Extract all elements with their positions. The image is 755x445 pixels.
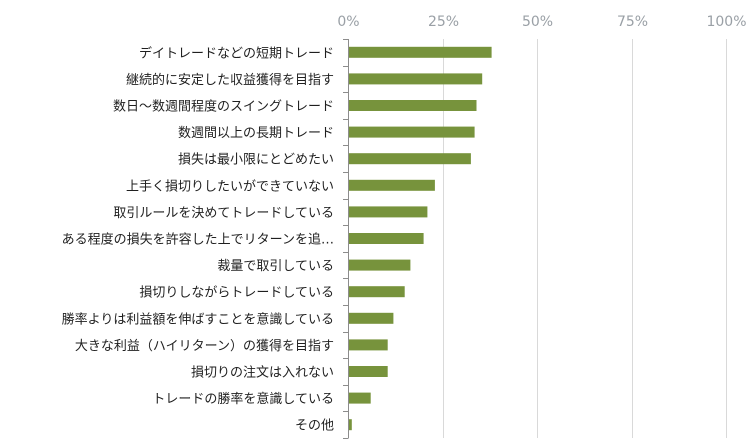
bar [349, 233, 424, 244]
bar [349, 126, 475, 138]
y-axis [343, 39, 349, 439]
gridlines [443, 39, 727, 438]
bar [349, 339, 388, 351]
bar [349, 73, 483, 85]
x-tick-label: 100% [706, 14, 746, 30]
category-label: 損切りの注文は入れない [191, 366, 334, 381]
bar [349, 46, 492, 58]
bars [349, 46, 492, 431]
x-tick-label: 0% [337, 14, 359, 30]
category-label: トレードの勝率を意識している [152, 391, 334, 407]
category-label: 数日～数週間程度のスイングトレード [113, 99, 334, 115]
category-label: 取引ルールを決めてトレードしている [113, 206, 334, 221]
bar [349, 312, 394, 324]
x-tick-label: 50% [522, 14, 553, 30]
bar [349, 286, 405, 298]
category-label: ある程度の損失を許容した上でリターンを追… [62, 232, 334, 248]
x-tick-labels: 0% 25% 50% 75% 100% [337, 14, 746, 30]
bar [349, 153, 471, 165]
category-label: 数週間以上の長期トレード [178, 126, 334, 141]
category-label: その他 [295, 419, 334, 434]
category-label: 勝率よりは利益額を伸ばすことを意識している [62, 311, 334, 327]
bar [349, 179, 435, 191]
category-label: 損失は最小限にとどめたい [178, 153, 334, 168]
bar [349, 366, 388, 377]
bar [349, 206, 428, 218]
bar [349, 100, 477, 111]
bar [349, 392, 371, 404]
category-label: 上手く損切りしたいができていない [126, 179, 334, 194]
x-tick-label: 75% [617, 14, 648, 30]
category-label: 継続的に安定した収益獲得を目指す [126, 72, 334, 88]
category-labels: デイトレードなどの短期トレード継続的に安定した収益獲得を目指す数日～数週間程度の… [62, 45, 334, 433]
category-label: 大きな利益（ハイリターン）の獲得を目指す [75, 338, 334, 354]
bar [349, 259, 411, 271]
category-label: デイトレードなどの短期トレード [139, 45, 334, 61]
x-tick-label: 25% [428, 14, 459, 30]
category-label: 裁量で取引している [217, 258, 334, 274]
category-label: 損切りしながらトレードしている [139, 286, 334, 301]
bar [349, 419, 352, 431]
